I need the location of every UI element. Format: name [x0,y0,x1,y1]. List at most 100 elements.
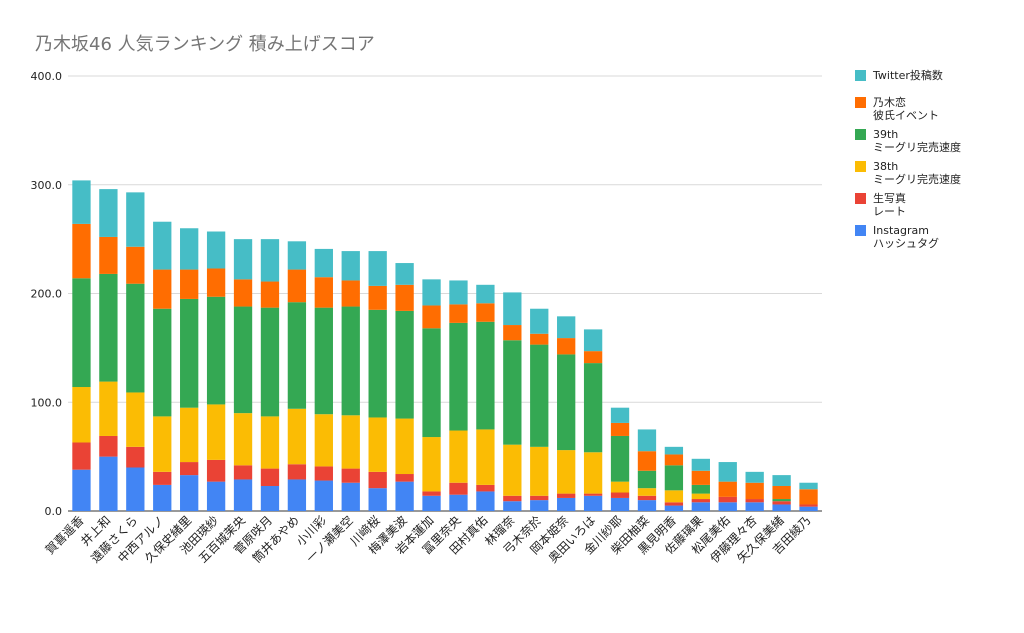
bar-segment [260,239,280,282]
bar-segment [530,446,549,496]
bar-segment [691,470,710,485]
bar-segment [583,363,603,453]
bar-segment [368,285,387,310]
bar-segment [422,328,441,438]
legend-item[interactable]: 39th ミーグリ完売速度 [855,128,961,154]
bar-segment [610,422,630,436]
bar-segment [557,497,576,511]
bar-segment [260,485,280,511]
bar-segment [99,435,118,457]
bar-segment [180,269,199,299]
bar-segment [664,454,684,466]
bar-stack [476,284,495,511]
bar-segment [72,469,91,511]
legend-swatch [855,193,866,204]
bar-segment [691,493,710,500]
bar-stack [126,192,145,511]
bar-segment [449,322,468,431]
legend-item[interactable]: Twitter投稿数 [855,68,943,82]
legend-label: 生写真レート [873,191,906,218]
y-tick-label: 200.0 [31,288,63,301]
bar-segment [153,484,172,511]
bar-segment [530,308,549,334]
chart-title: 乃木坂46 人気ランキング 積み上げスコア [35,34,375,55]
bar-segment [180,475,199,511]
bar-segment [99,381,118,436]
bar-segment [664,490,684,503]
bar-segment [422,305,441,329]
bar-segment [799,482,818,490]
bar-stack [368,251,387,511]
bar-segment [260,307,280,417]
bar-segment [422,495,441,511]
bar-segment [637,495,657,501]
y-tick-label: 300.0 [31,179,63,192]
legend-label: 38th ミーグリ完売速度 [873,160,961,186]
bar-segment [718,481,737,497]
bar-stack [691,458,710,511]
bar-stack [99,189,118,512]
bar-segment [772,504,791,511]
y-tick-label: 100.0 [31,396,63,409]
bar-segment [691,502,710,511]
bar-segment [691,458,710,471]
bar-segment [233,413,253,466]
bar-segment [503,292,522,326]
bar-segment [610,435,630,482]
bar-segment [476,284,495,304]
bar-segment [287,302,307,409]
bar-stack [233,239,253,511]
legend-item[interactable]: 38th ミーグリ完売速度 [855,160,961,186]
bar-segment [583,452,603,494]
bar-segment [610,492,630,498]
bar-segment [557,450,576,494]
bar-segment [153,221,172,270]
bar-segment [287,408,307,465]
bar-stack [745,471,764,511]
bar-stack [72,180,91,511]
bar-segment [610,481,630,493]
bar-segment [583,493,603,496]
bars [72,180,818,512]
bar-segment [530,500,549,512]
bar-segment [260,416,280,469]
bar-segment [745,482,764,500]
bar-segment [206,231,226,269]
bar-segment [718,502,737,511]
bar-segment [314,277,333,308]
bar-segment [772,501,791,505]
bar-segment [72,442,91,470]
legend-item[interactable]: 乃木恋彼氏イベント [855,95,939,122]
bar-segment [799,489,818,505]
bar-segment [476,321,495,430]
legend-item[interactable]: Instagram ハッシュタグ [855,224,939,250]
bar-segment [637,470,657,489]
bar-segment [368,251,387,286]
bar-segment [287,269,307,303]
legend-item[interactable]: 生写真レート [855,191,906,218]
x-tick-label: 賀喜遥香 [43,513,87,557]
bar-segment [395,418,414,475]
bar-segment [395,481,414,511]
bar-segment [422,437,441,492]
bar-segment [503,501,522,511]
bar-segment [314,307,333,415]
bar-stack [664,446,684,511]
bar-stack [314,248,333,511]
bar-segment [557,354,576,451]
bar-segment [745,499,764,503]
bar-segment [314,480,333,511]
bar-segment [126,283,145,393]
bar-segment [664,502,684,506]
bar-stack [637,429,657,512]
bar-segment [610,407,630,423]
bar-segment [691,499,710,503]
bar-segment [287,479,307,511]
bar-segment [530,344,549,447]
bar-segment [233,465,253,480]
legend-swatch [855,161,866,172]
bar-segment [637,451,657,471]
bar-segment [180,462,199,476]
